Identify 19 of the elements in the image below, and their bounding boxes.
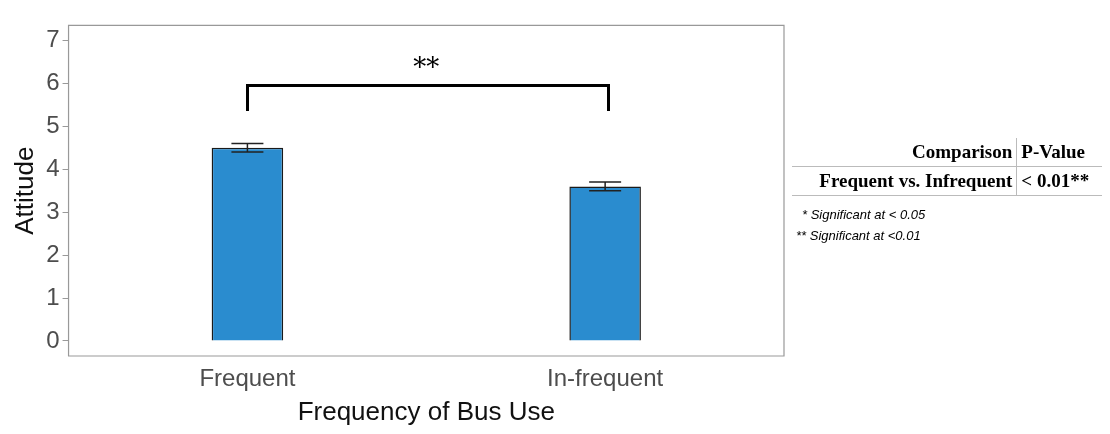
y-tick-label: 2 — [46, 239, 60, 267]
y-axis-title: Attitude — [8, 146, 39, 235]
y-tick-label: 5 — [46, 110, 60, 138]
y-tick-label: 1 — [46, 282, 60, 310]
y-tick-label: 3 — [46, 196, 60, 224]
text: Comparison — [792, 138, 1017, 167]
text: * Significant at < 0.05 — [801, 206, 927, 224]
text: Frequent vs. Infrequent — [792, 166, 1017, 196]
y-tick-label: 4 — [46, 153, 60, 181]
annotation: ** — [412, 52, 441, 83]
x-axis-title: Frequency of Bus Use — [297, 395, 555, 426]
y-tick-label: 6 — [46, 67, 60, 95]
y-tick-label: 0 — [46, 325, 60, 353]
y-tick-label: 7 — [46, 25, 60, 53]
text: < 0.01** — [1020, 169, 1091, 193]
text: ** Significant at <0.01 — [795, 227, 922, 245]
x-tick-label: Frequent — [199, 364, 296, 392]
x-tick-label: In-frequent — [547, 364, 664, 392]
text: P-Value — [1020, 140, 1087, 164]
